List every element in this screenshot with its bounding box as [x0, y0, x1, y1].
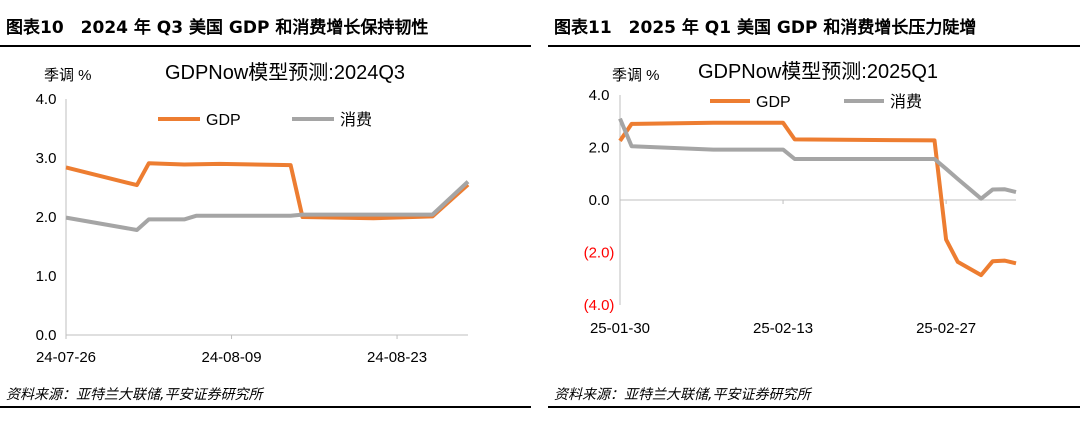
y-tick-label: (2.0)	[584, 245, 615, 262]
y-tick-label: 1.0	[36, 268, 57, 285]
series-line-consumption	[618, 117, 1017, 201]
series-line-gdp	[65, 161, 470, 221]
source-rule	[548, 406, 1080, 408]
y-tick-label: 2.0	[36, 209, 57, 226]
panel-title: 图表11 2025 年 Q1 美国 GDP 和消费增长压力陡增	[554, 18, 977, 38]
chart-panel-left: 图表10 2024 年 Q3 美国 GDP 和消费增长保持韧性 GDPNow模型…	[0, 0, 531, 421]
source-note: 资料来源：亚特兰大联储,平安证券研究所	[554, 387, 811, 403]
legend-label: GDP	[206, 112, 241, 129]
source-note: 资料来源：亚特兰大联储,平安证券研究所	[6, 387, 263, 403]
chart-title: GDPNow模型预测:2024Q3	[165, 61, 405, 84]
legend-label: 消费	[890, 93, 922, 111]
series-line-gdp	[618, 120, 1017, 278]
x-tick-label: 24-08-23	[367, 349, 427, 366]
title-rule	[0, 45, 531, 47]
y-tick-label: 4.0	[36, 91, 57, 108]
panel-title: 图表10 2024 年 Q3 美国 GDP 和消费增长保持韧性	[6, 18, 429, 38]
title-rule	[548, 45, 1080, 47]
x-tick-label: 25-02-13	[753, 320, 813, 337]
y-tick-label: 0.0	[36, 327, 57, 344]
x-tick-label: 24-08-09	[202, 349, 262, 366]
y-tick-label: 3.0	[36, 150, 57, 167]
y-tick-label: 4.0	[589, 87, 610, 104]
y-tick-label: 0.0	[589, 192, 610, 209]
y-tick-label: (4.0)	[584, 297, 615, 314]
legend-label: 消费	[340, 111, 372, 129]
legend-label: GDP	[756, 94, 791, 111]
x-tick-label: 25-01-30	[590, 320, 650, 337]
chart-title: GDPNow模型预测:2025Q1	[698, 60, 938, 83]
line-chart: GDPNow模型预测:2025Q1 季调 % (4.0) (2.0) 0.0 2.0 4.0…	[584, 60, 1017, 337]
chart-panel-right: 图表11 2025 年 Q1 美国 GDP 和消费增长压力陡增 GDPNow模型…	[548, 0, 1080, 421]
y-axis-label: 季调 %	[44, 67, 92, 84]
x-tick-label: 24-07-26	[36, 349, 96, 366]
y-tick-label: 2.0	[589, 140, 610, 157]
x-tick-label: 25-02-27	[916, 320, 976, 337]
series-line-consumption	[65, 180, 470, 232]
y-axis-label: 季调 %	[612, 67, 660, 84]
line-chart: GDPNow模型预测:2024Q3 季调 % 0.0 1.0 2.0 3.0 4.0 24-0…	[36, 61, 470, 366]
source-rule	[0, 406, 531, 408]
